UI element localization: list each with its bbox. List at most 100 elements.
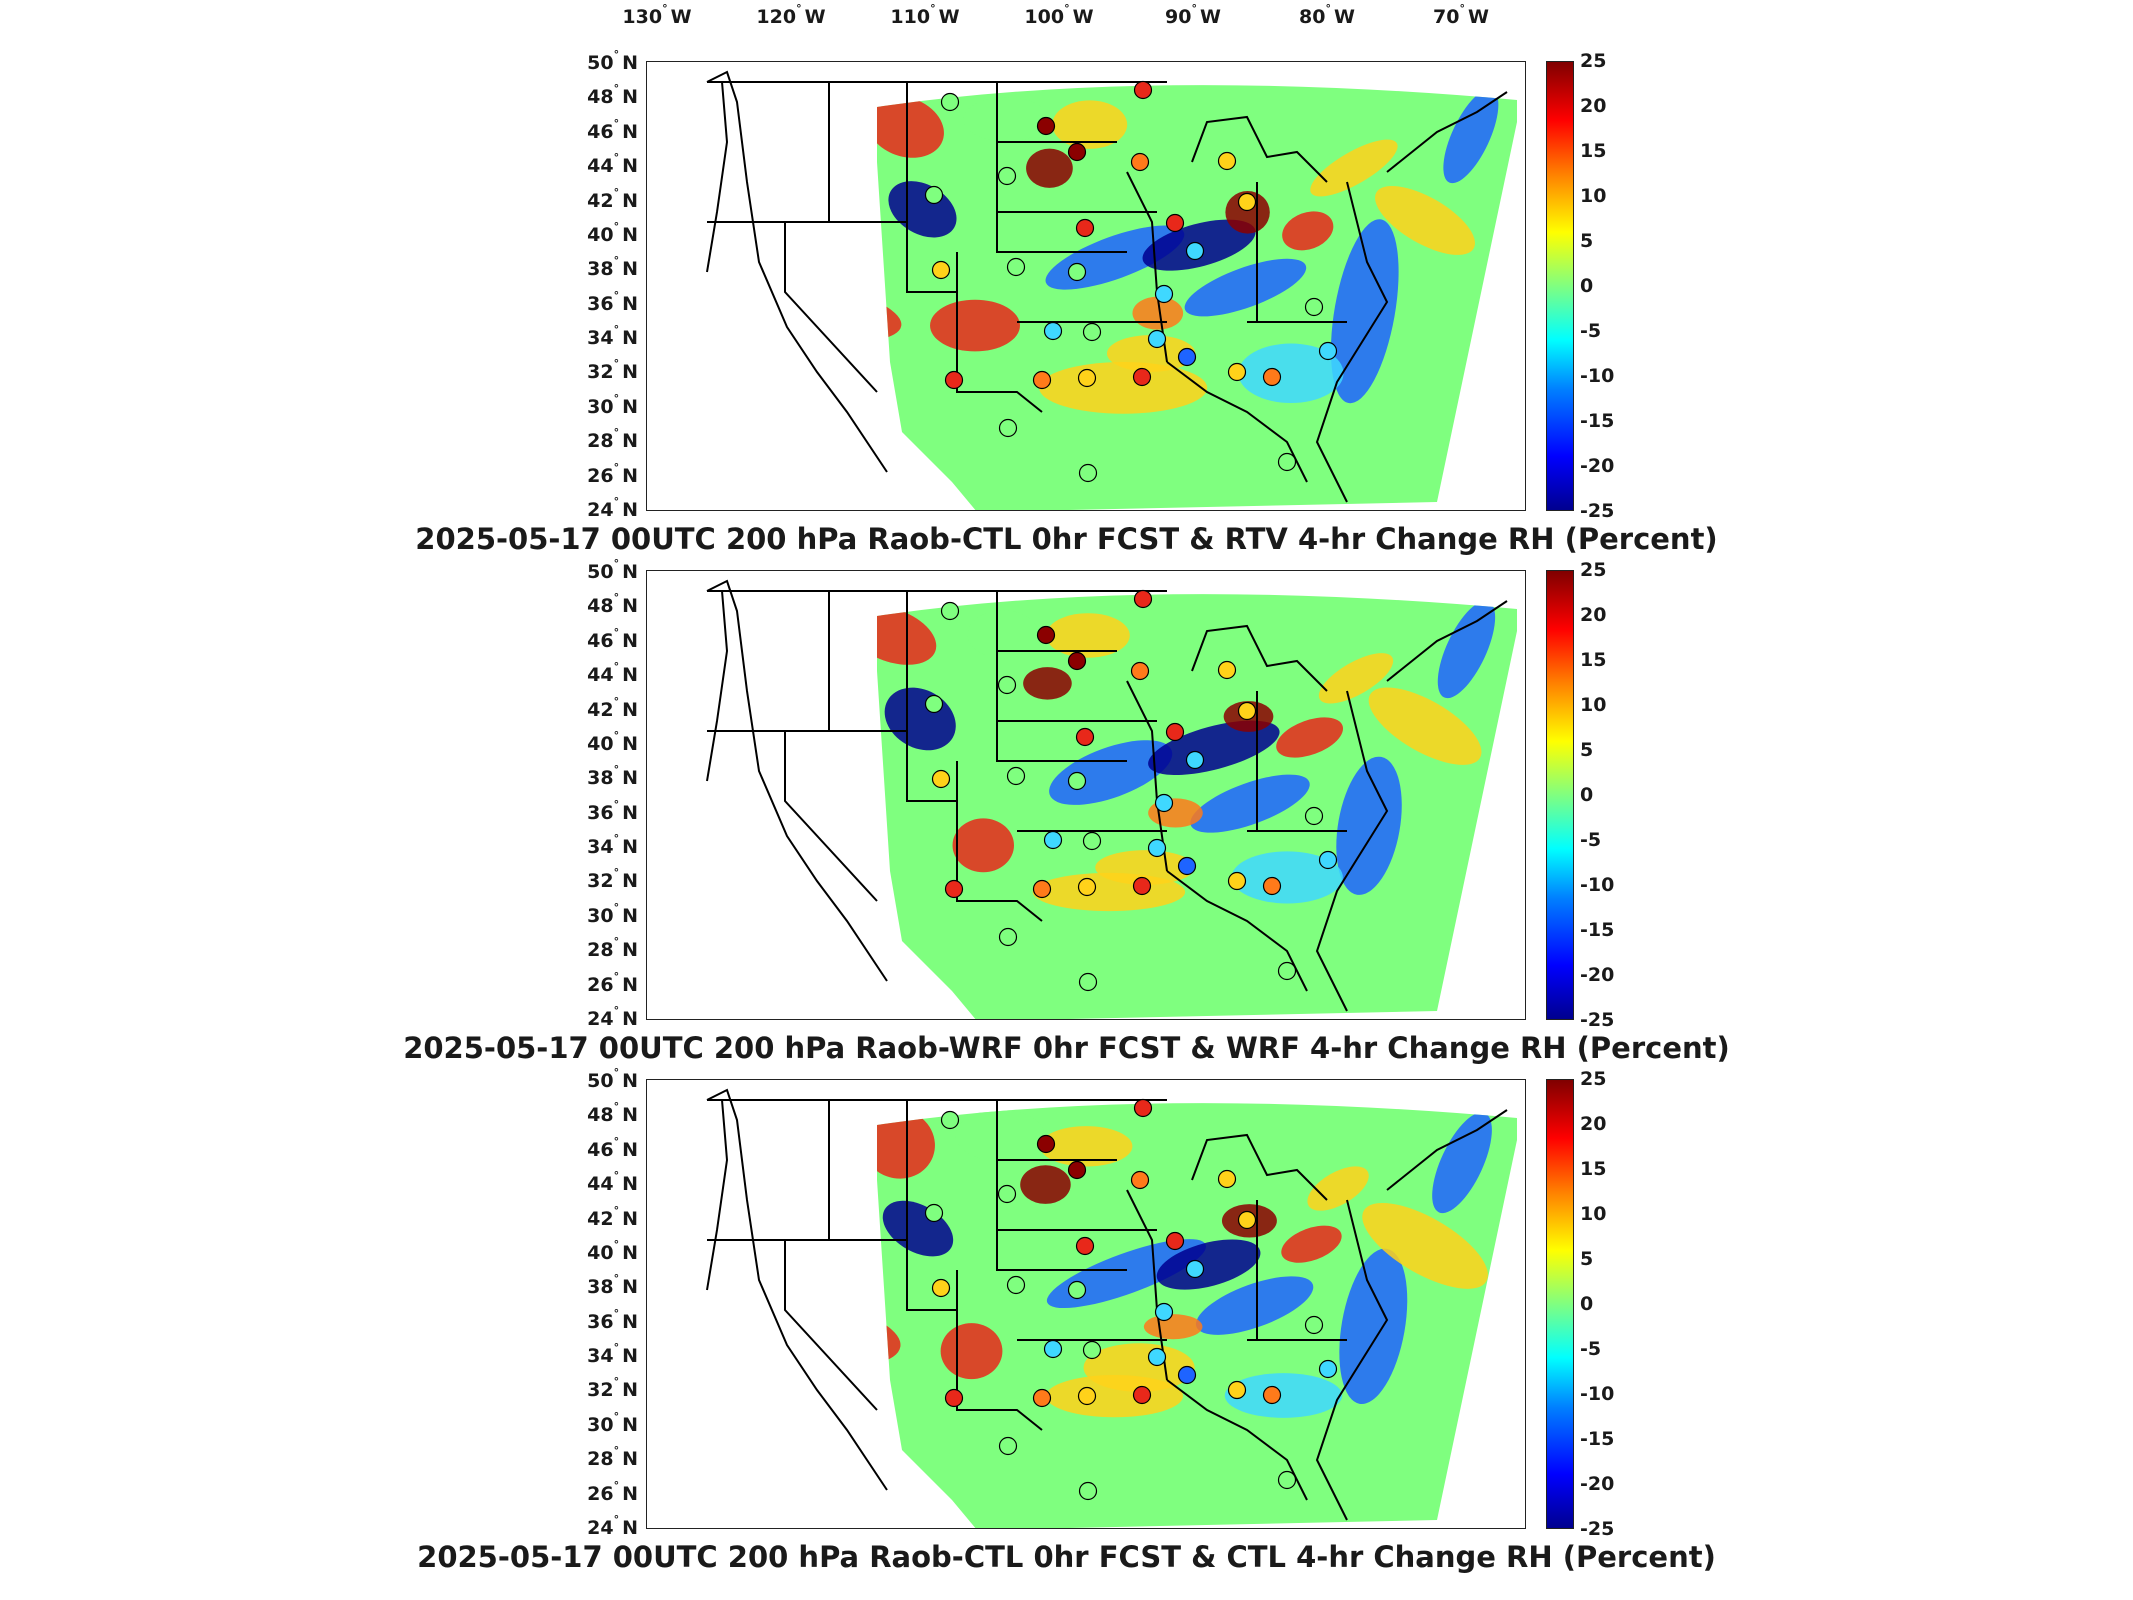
raob-station-marker bbox=[1130, 1170, 1150, 1190]
rh-field-patch bbox=[1307, 1166, 1369, 1211]
lat-label-36: 36° N bbox=[578, 798, 638, 824]
boundary-line bbox=[706, 579, 888, 982]
raob-station-marker bbox=[1132, 1385, 1152, 1405]
lat-value: 26 bbox=[587, 973, 614, 996]
rh-field-patch bbox=[877, 96, 944, 158]
degree-symbol: ° bbox=[613, 832, 620, 846]
rh-field-patch bbox=[1148, 720, 1280, 776]
colorbar-tick-label: -15 bbox=[1580, 919, 1615, 941]
lat-suffix: N bbox=[622, 1173, 638, 1196]
degree-symbol: ° bbox=[613, 82, 620, 96]
lat-suffix: N bbox=[622, 1138, 638, 1161]
raob-station-marker bbox=[940, 601, 960, 621]
lat-label-26: 26° N bbox=[578, 1479, 638, 1505]
raob-station-marker bbox=[1154, 1302, 1174, 1322]
raob-station-marker bbox=[1318, 341, 1338, 361]
boundary-line bbox=[1315, 690, 1389, 1012]
lon-value: 100 bbox=[1024, 6, 1065, 28]
boundary-line bbox=[784, 731, 878, 902]
raob-station-marker bbox=[931, 1278, 951, 1298]
raob-station-marker bbox=[1067, 142, 1087, 162]
degree-symbol: ° bbox=[613, 866, 620, 880]
boundary-line bbox=[706, 70, 888, 473]
raob-station-marker bbox=[1133, 80, 1153, 100]
rh-field-patch bbox=[1330, 219, 1399, 404]
degree-symbol: ° bbox=[662, 2, 668, 15]
raob-station-marker bbox=[1185, 241, 1205, 261]
colorbar-tick-label: 20 bbox=[1580, 95, 1607, 117]
raob-station-marker bbox=[1277, 961, 1297, 981]
lat-value: 38 bbox=[587, 767, 614, 790]
raob-station-marker bbox=[998, 927, 1018, 947]
degree-symbol: ° bbox=[613, 969, 620, 983]
degree-symbol: ° bbox=[1191, 2, 1197, 15]
rh-field-patch bbox=[1437, 600, 1496, 699]
lat-label-44: 44° N bbox=[578, 1169, 638, 1196]
raob-station-marker bbox=[1262, 367, 1282, 387]
colorbar-tick-label: -15 bbox=[1580, 410, 1615, 432]
colorbar-tick-label: 0 bbox=[1580, 275, 1594, 297]
rh-field-patch bbox=[1368, 687, 1482, 765]
colorbar-tick-label: 5 bbox=[1580, 230, 1594, 252]
raob-station-marker bbox=[1277, 452, 1297, 472]
raob-station-marker bbox=[1078, 972, 1098, 992]
lat-label-42: 42° N bbox=[578, 186, 638, 212]
lat-value: 42 bbox=[587, 1207, 614, 1230]
raob-station-marker bbox=[1130, 152, 1150, 172]
rh-field-patch bbox=[1362, 1202, 1488, 1289]
lat-suffix: N bbox=[622, 120, 638, 143]
raob-station-marker bbox=[1227, 871, 1247, 891]
degree-symbol: ° bbox=[613, 1513, 620, 1526]
lat-value: 32 bbox=[587, 361, 614, 384]
degree-symbol: ° bbox=[613, 763, 620, 777]
raob-station-marker bbox=[1075, 218, 1095, 238]
lat-suffix: N bbox=[622, 801, 638, 824]
lat-label-38: 38° N bbox=[578, 254, 638, 280]
lat-suffix: N bbox=[622, 292, 638, 315]
map-panel-2: 50° N 48° N 46° N 44° N 42° N 40° N 38° N 36° N 34° N 32° N… bbox=[0, 509, 2133, 1069]
raob-station-marker bbox=[1130, 661, 1150, 681]
raob-station-marker bbox=[924, 694, 944, 714]
raob-station-marker bbox=[924, 1203, 944, 1223]
lat-label-30: 30° N bbox=[578, 901, 638, 927]
degree-symbol: ° bbox=[613, 219, 620, 233]
lat-suffix: N bbox=[622, 361, 638, 384]
rh-field-patch bbox=[1046, 1239, 1207, 1309]
rh-field-patch bbox=[930, 299, 1020, 352]
colorbar bbox=[1546, 570, 1574, 1020]
rh-field-patch bbox=[877, 791, 880, 858]
raob-station-marker bbox=[1067, 1280, 1087, 1300]
raob-station-marker bbox=[931, 769, 951, 789]
rh-field-patch bbox=[1281, 1225, 1342, 1263]
colorbar-tick-label: 25 bbox=[1580, 559, 1607, 581]
lat-value: 48 bbox=[587, 86, 614, 109]
degree-symbol: ° bbox=[613, 323, 620, 337]
lat-suffix: N bbox=[622, 1070, 638, 1092]
boundary-line bbox=[956, 1270, 1043, 1431]
colorbar-tick-label: 10 bbox=[1580, 185, 1607, 207]
lat-label-34: 34° N bbox=[578, 323, 638, 349]
rh-field-patch bbox=[686, 1149, 842, 1279]
raob-station-marker bbox=[1304, 806, 1324, 826]
boundary-line bbox=[1386, 600, 1508, 682]
lat-value: 30 bbox=[587, 904, 614, 927]
lat-label-32: 32° N bbox=[578, 1375, 638, 1401]
lat-suffix: N bbox=[622, 499, 638, 521]
rh-field-patch bbox=[1020, 1165, 1071, 1204]
panel-title: 2025-05-17 00UTC 200 hPa Raob-WRF 0hr FC… bbox=[403, 1031, 1730, 1065]
raob-station-marker bbox=[1262, 876, 1282, 896]
raob-station-marker bbox=[1132, 876, 1152, 896]
lon-suffix: W bbox=[938, 6, 960, 28]
raob-station-marker bbox=[1075, 1236, 1095, 1256]
panel-title: 2025-05-17 00UTC 200 hPa Raob-CTL 0hr FC… bbox=[415, 522, 1718, 556]
lat-suffix: N bbox=[622, 561, 638, 583]
degree-symbol: ° bbox=[613, 1169, 620, 1183]
colorbar-tick-label: -25 bbox=[1580, 1518, 1615, 1540]
raob-station-marker bbox=[1165, 213, 1185, 233]
rh-field-patch bbox=[1375, 185, 1475, 255]
raob-station-marker bbox=[940, 1110, 960, 1130]
lat-label-40: 40° N bbox=[578, 729, 638, 755]
lat-value: 42 bbox=[587, 698, 614, 721]
lat-label-26: 26° N bbox=[578, 461, 638, 487]
lat-suffix: N bbox=[622, 870, 638, 893]
